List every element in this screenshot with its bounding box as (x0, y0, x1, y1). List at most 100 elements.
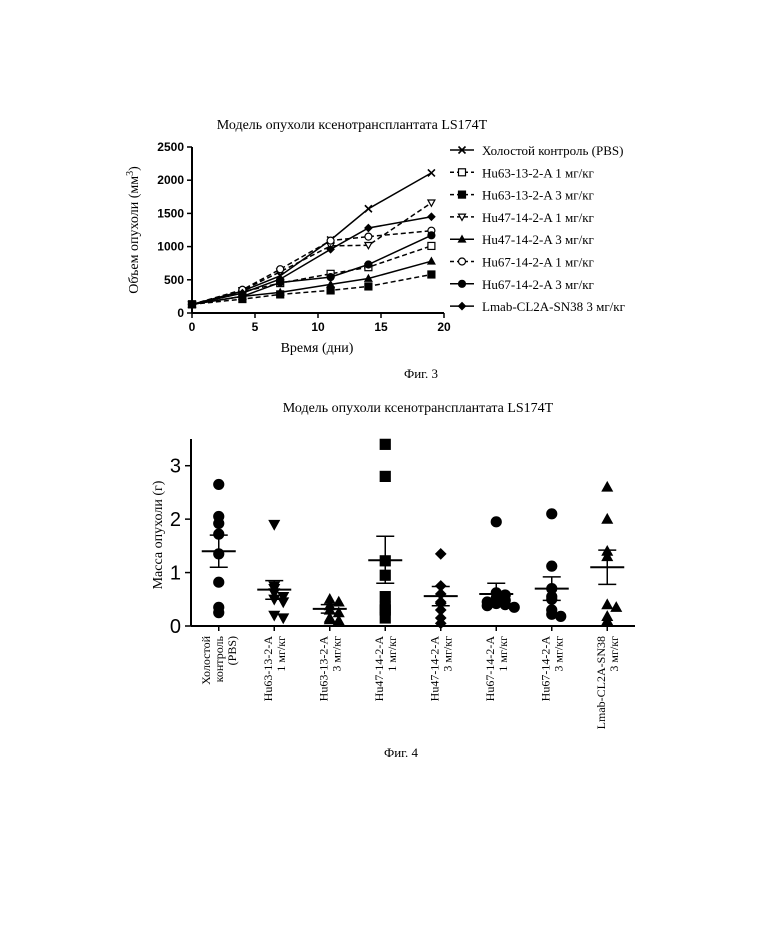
chart2-x-tick-label-7-line-1: 3 мг/кг (607, 636, 621, 672)
chart2-group-1-point-7 (269, 611, 279, 620)
chart2-group-1-point-0-shape (269, 520, 279, 529)
chart1-series-7-point-5-shape (428, 213, 435, 220)
chart1-y-tick-label-3: 1500 (157, 206, 184, 220)
chart2-group-6-point-7 (556, 611, 566, 621)
chart1-y-axis-label-close: ) (127, 166, 142, 171)
chart1-legend-item-3: Hu47-14-2-A 1 мг/кг (450, 210, 594, 225)
chart2-x-tick-label-6-line-0: Hu67-14-2-A (538, 636, 552, 702)
chart1-legend-marker-6-shape (459, 280, 466, 287)
chart2-y-tick-label-1: 1 (170, 563, 181, 585)
chart1-legend-item-0: Холостой контроль (PBS) (450, 143, 623, 158)
chart2-group-3-point-7-shape (380, 613, 390, 623)
chart1-series-7-point-4 (365, 225, 372, 232)
chart2-group-4 (424, 549, 458, 631)
chart1-legend-label-3: Hu47-14-2-A 1 мг/кг (482, 210, 594, 225)
chart2-group-3 (368, 439, 402, 631)
chart2-group-7-point-0-shape (602, 482, 612, 491)
chart1-x-tick-label-3: 15 (374, 320, 388, 334)
chart1-legend-label-2: Hu63-13-2-A 3 мг/кг (482, 188, 594, 203)
chart1-x-tick-label-1: 5 (252, 320, 259, 334)
chart1-series-6-point-5 (428, 232, 435, 239)
chart1-legend-item-7: Lmab-CL2A-SN38 3 мг/кг (450, 299, 625, 314)
chart2-group-7 (590, 482, 624, 631)
chart1-title: Модель опухоли ксенотрансплантата LS174T (217, 118, 488, 133)
chart2-x-tick-label-0-line-2: (PBS) (225, 636, 239, 665)
chart2-group-6-point-6-shape (547, 609, 557, 619)
chart1-y-tick-label-1: 500 (164, 273, 184, 287)
chart1-x-tick-label-0: 0 (189, 320, 196, 334)
chart2-group-0-point-0 (214, 479, 224, 489)
chart2-group-3-point-7 (380, 613, 390, 623)
figure-canvas: Модель опухоли ксенотрансплантата LS174T… (0, 0, 780, 940)
chart1-series-7-point-4-shape (365, 225, 372, 232)
chart1-x-axis-label: Время (дни) (281, 341, 354, 356)
chart1-legend-label-4: Hu47-14-2-A 3 мг/кг (482, 232, 594, 247)
chart1-series-2-point-4-shape (365, 283, 372, 290)
chart2-group-7-point-1 (602, 514, 612, 523)
chart2-x-tick-label-4-line-1: 3 мг/кг (440, 636, 454, 672)
chart2-x-tick-label-6: Hu67-14-2-A3 мг/кг (538, 636, 565, 702)
chart1-series-1-point-5-shape (428, 242, 435, 249)
chart2-x-tick-label-7-line-0: Lmab-CL2A-SN38 (594, 636, 608, 729)
line-chart-fig3: Модель опухоли ксенотрансплантата LS174T… (125, 118, 625, 381)
chart1-series-2 (189, 271, 435, 308)
chart1-series-2-point-5-shape (428, 271, 435, 278)
chart2-group-6-point-1 (547, 561, 557, 571)
chart1-legend-marker-7 (459, 303, 466, 310)
chart2-x-tick-label-3-line-0: Hu47-14-2-A (372, 636, 386, 702)
chart1-y-axis-label: Объем опухоли (мм3) (125, 166, 142, 294)
chart1-caption: Фиг. 3 (404, 366, 438, 381)
chart1-series-2-point-5 (428, 271, 435, 278)
chart2-group-5-point-0 (491, 517, 501, 527)
chart1-legend-marker-1-shape (459, 169, 466, 176)
chart1-series-0-point-4 (365, 205, 372, 212)
chart1-x-tick-label-4: 20 (437, 320, 451, 334)
chart1-y-tick-label-2: 1000 (157, 240, 184, 254)
chart1-series-6-line (192, 235, 431, 304)
chart1-x-tick-label-2: 10 (311, 320, 325, 334)
chart1-series-3-point-5 (428, 200, 435, 206)
chart2-group-3-point-4-shape (380, 592, 390, 602)
chart1-legend-marker-5 (459, 258, 466, 265)
chart1-legend-item-1: Hu63-13-2-A 1 мг/кг (450, 165, 594, 180)
chart1-legend-item-4: Hu47-14-2-A 3 мг/кг (450, 232, 594, 247)
chart2-group-7-point-4 (602, 600, 612, 609)
chart2-group-7-point-5-shape (611, 602, 621, 611)
chart1-legend-marker-5-shape (459, 258, 466, 265)
chart2-group-0-point-7-shape (214, 608, 224, 618)
chart1-series-1 (189, 242, 435, 307)
chart2-group-0-point-5 (214, 577, 224, 587)
chart1-series-1-point-5 (428, 242, 435, 249)
chart1-y-axis-label-text: Объем опухоли (мм (127, 176, 142, 294)
chart2-x-tick-label-4: Hu47-14-2-A3 мг/кг (427, 636, 454, 702)
chart2-group-6-point-0-shape (547, 509, 557, 519)
chart1-series-5-point-3-shape (327, 237, 334, 244)
chart2-group-1-point-0 (269, 520, 279, 529)
chart1-legend-label-5: Hu67-14-2-A 1 мг/кг (482, 255, 594, 270)
chart1-series-5-point-4 (365, 233, 372, 240)
chart1-legend-item-5: Hu67-14-2-A 1 мг/кг (450, 255, 594, 270)
chart2-group-0-point-2 (214, 518, 224, 528)
chart2-caption: Фиг. 4 (384, 745, 419, 760)
chart2-x-tick-label-2: Hu63-13-2-A3 мг/кг (316, 636, 343, 702)
chart2-group-4-point-0 (436, 549, 446, 559)
chart2-x-tick-label-7: Lmab-CL2A-SN383 мг/кг (594, 636, 621, 729)
chart2-x-tick-label-3: Hu47-14-2-A1 мг/кг (372, 636, 399, 702)
chart1-series-2-point-3 (327, 287, 334, 294)
chart2-x-tick-label-4-line-0: Hu47-14-2-A (427, 636, 441, 702)
chart1-legend-label-0: Холостой контроль (PBS) (482, 143, 623, 158)
chart1-series-5-point-4-shape (365, 233, 372, 240)
chart2-group-3-point-0-shape (380, 439, 390, 449)
chart2-group-7-point-5 (611, 602, 621, 611)
chart1-series-6-point-3-shape (327, 274, 334, 281)
chart1-legend-marker-7-shape (459, 303, 466, 310)
chart1-series-3-point-5-shape (428, 200, 435, 206)
chart1-series-5-point-2-shape (277, 266, 284, 273)
chart1-y-tick-label-4: 2000 (157, 173, 184, 187)
chart2-group-0 (202, 479, 236, 631)
chart2-group-6 (535, 509, 569, 631)
chart2-group-1-point-8-shape (278, 614, 288, 623)
chart2-title: Модель опухоли ксенотрансплантата LS174T (283, 401, 554, 416)
chart1-legend-item-6: Hu67-14-2-A 3 мг/кг (450, 277, 594, 292)
chart2-group-5-point-9 (509, 602, 519, 612)
